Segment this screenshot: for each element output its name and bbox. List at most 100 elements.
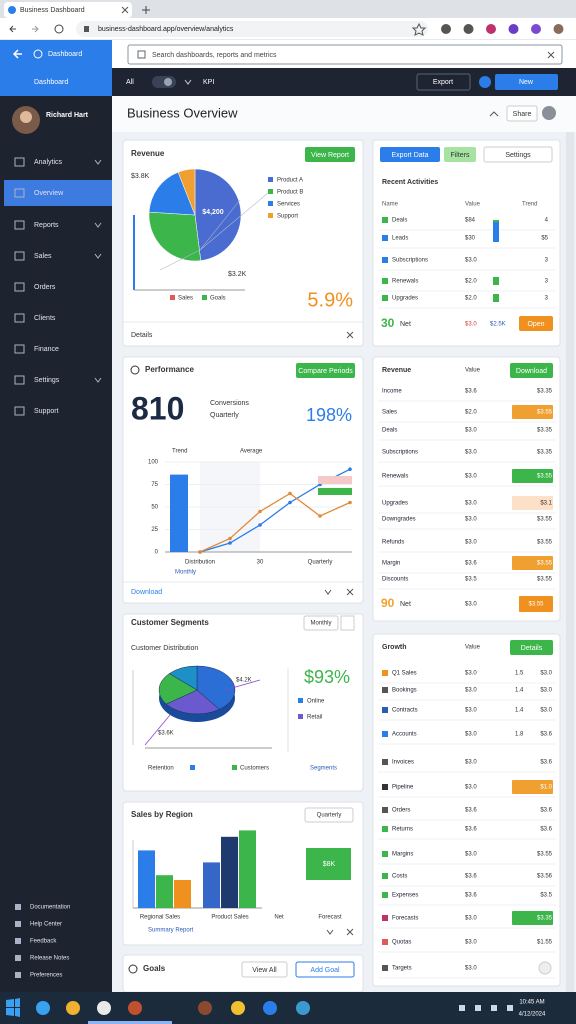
tab[interactable] [4,2,132,18]
cell: $3.6 [465,389,477,395]
button[interactable] [510,363,553,378]
taskbar-app[interactable] [296,1001,310,1015]
scrollbar [566,132,574,992]
kpi-value: 810 [131,390,184,426]
cell: 1.4 [515,688,524,694]
clock: 10:45 AM [519,1000,544,1006]
kpi-value: 198% [306,405,352,425]
nav-item[interactable]: Support [34,408,59,415]
trend-bar [493,222,499,242]
cell: $3.0 [465,501,477,507]
start-icon[interactable] [6,998,20,1017]
legend-swatch [202,295,207,300]
nav-item[interactable]: Analytics [34,159,63,166]
label: KPI [203,79,214,86]
label: Customer Segments [131,618,209,627]
card [372,356,561,622]
cell: 4 [545,218,549,224]
x-tick-label: 30 [257,560,264,566]
nav-icon [14,220,25,230]
card-icon [128,964,138,974]
button[interactable] [241,961,288,978]
page-title: Business Overview [127,105,238,120]
nav-item[interactable]: Clients [34,315,56,322]
button[interactable] [295,961,355,978]
select[interactable] [303,615,339,631]
cell: Quotas [392,940,411,946]
nav-footer-item[interactable]: Release Notes [30,956,69,962]
taskbar-app[interactable] [36,1001,50,1015]
back-icon[interactable] [9,25,16,33]
button[interactable] [380,147,440,162]
button[interactable] [444,147,476,162]
footer-link[interactable]: Details [131,332,153,339]
new-button[interactable] [495,74,558,90]
taskbar-app[interactable] [231,1001,245,1015]
cell: $3.55 [537,540,553,546]
nav-item[interactable]: Overview [34,190,64,197]
button[interactable] [296,363,355,378]
nav-icon [14,282,25,292]
share-button[interactable] [506,105,538,122]
bar [221,836,238,908]
button[interactable] [519,316,553,331]
nav-footer-item[interactable]: Preferences [30,973,62,979]
nav-item[interactable]: Sales [34,253,52,260]
footer-icon [15,972,21,978]
cell: $3.0 [540,688,552,694]
cell: $3.0 [465,450,477,456]
nav-active[interactable] [0,68,112,96]
footer-link[interactable]: Summary Report [148,928,194,934]
date: 4/12/2024 [519,1012,546,1018]
nav-footer-item[interactable]: Documentation [30,905,70,911]
nav-footer-item[interactable]: Feedback [30,939,57,945]
label: Retention [148,766,174,772]
legend-swatch [268,177,273,182]
nav-item[interactable]: Orders [34,284,56,291]
back-arrow[interactable] [12,49,22,59]
label: Net [400,321,411,328]
cell: Costs [392,874,407,880]
nav-item[interactable]: Finance [34,346,59,353]
star-icon[interactable] [411,22,427,36]
nav-footer-item[interactable]: Help Center [30,922,62,928]
nav-item[interactable]: Settings [34,377,60,384]
export-button[interactable] [416,73,471,91]
x-tick-label: Quarterly [308,560,333,566]
cell: $3.6 [540,827,552,833]
search-box[interactable] [127,44,563,65]
cell: 1.4 [515,708,524,714]
nav-item[interactable]: Reports [34,222,59,229]
icon-button[interactable] [340,615,355,631]
brand: Dashboard [48,51,82,58]
cell: $3.0 [465,474,477,480]
page-header [112,96,576,132]
row-icon [382,851,388,857]
label: Sales by Region [131,810,193,819]
taskbar-app[interactable] [198,1001,212,1015]
button[interactable] [305,147,355,162]
badge [512,780,553,794]
url-box[interactable] [76,21,428,37]
button-label: Download [516,368,547,375]
button[interactable] [510,640,553,655]
forward-icon[interactable] [32,25,39,33]
card [122,613,364,792]
taskbar-app[interactable] [263,1001,277,1015]
cell: $3.55 [537,410,553,416]
url: business-dashboard.app/overview/analytic… [98,26,234,33]
cell: 1.5 [515,671,524,677]
taskbar-app[interactable] [97,1001,111,1015]
taskbar-app[interactable] [66,1001,80,1015]
y-tick-label: 25 [151,527,158,533]
taskbar-app[interactable] [128,1001,142,1015]
row-icon [382,873,388,879]
legend-swatch [268,201,273,206]
tab-title: Business Dashboard [20,7,85,14]
cell: $3.5 [465,577,477,583]
row-icon [382,784,388,790]
leader-line [159,192,269,271]
button[interactable] [483,146,553,163]
footer-link[interactable]: Download [131,589,162,596]
select[interactable] [304,807,354,823]
